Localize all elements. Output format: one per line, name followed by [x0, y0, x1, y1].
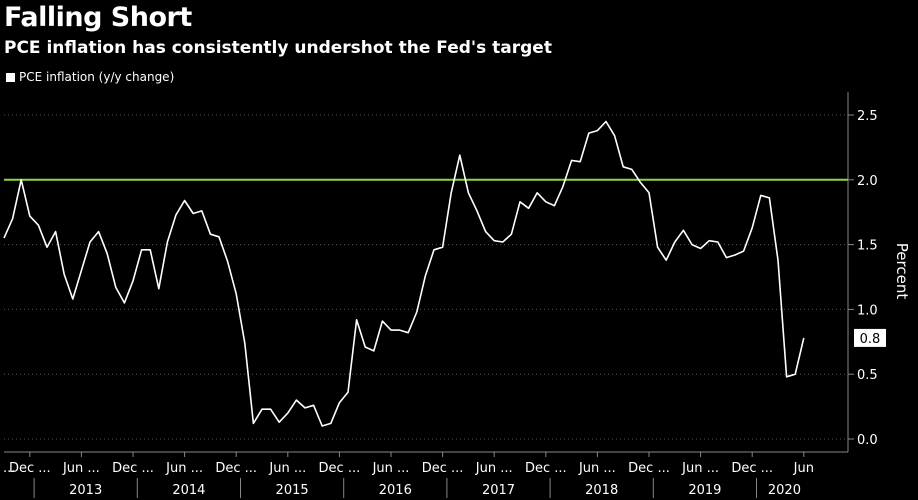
year-label: 2018 — [585, 483, 618, 498]
x-tick-label: Jun ... — [268, 461, 306, 476]
year-label: 2017 — [482, 483, 515, 498]
series-line — [3, 120, 805, 427]
year-label: 2015 — [276, 483, 309, 498]
x-tick-label-leading: ... — [3, 461, 15, 476]
x-tick-label: Jun ... — [681, 461, 719, 476]
legend: PCE inflation (y/y change) — [6, 70, 174, 84]
y-tick-label: 0.0 — [857, 433, 878, 448]
x-tick-label: Jun ... — [165, 461, 203, 476]
x-tick-label: Dec ... — [215, 461, 257, 476]
last-value-box — [854, 328, 886, 347]
y-tick-label: 2.5 — [857, 109, 878, 124]
legend-swatch — [6, 72, 15, 82]
year-label: 2016 — [379, 483, 412, 498]
x-tick-label: Dec ... — [731, 461, 773, 476]
x-tick-label: Dec ... — [525, 461, 567, 476]
y-tick-label: 1.0 — [857, 303, 878, 318]
year-label: 2019 — [688, 483, 721, 498]
x-tick-label: Dec ... — [422, 461, 464, 476]
y-tick-label: 2.0 — [857, 174, 878, 189]
chart-title: Falling Short — [4, 2, 192, 33]
x-tick-label: Dec ... — [319, 461, 361, 476]
legend-label: PCE inflation (y/y change) — [19, 70, 175, 84]
y-tick-label: 0.5 — [857, 368, 878, 383]
y-axis-label: Percent — [893, 243, 911, 300]
x-tick-label: Jun ... — [578, 461, 616, 476]
x-tick-label: Jun ... — [62, 461, 100, 476]
x-tick-label: Dec ... — [9, 461, 51, 476]
chart-subtitle: PCE inflation has consistently undershot… — [4, 38, 552, 58]
y-tick-label: 1.5 — [857, 239, 878, 254]
x-tick-label: Jun — [793, 461, 814, 476]
x-tick-label: Jun ... — [475, 461, 513, 476]
x-tick-label: Dec ... — [628, 461, 670, 476]
year-label: 2014 — [172, 483, 205, 498]
year-label: 2020 — [768, 483, 801, 498]
x-tick-label: Jun ... — [372, 461, 410, 476]
x-tick-label: Dec ... — [112, 461, 154, 476]
last-value-label: 0.8 — [860, 332, 881, 347]
year-label: 2013 — [69, 483, 102, 498]
